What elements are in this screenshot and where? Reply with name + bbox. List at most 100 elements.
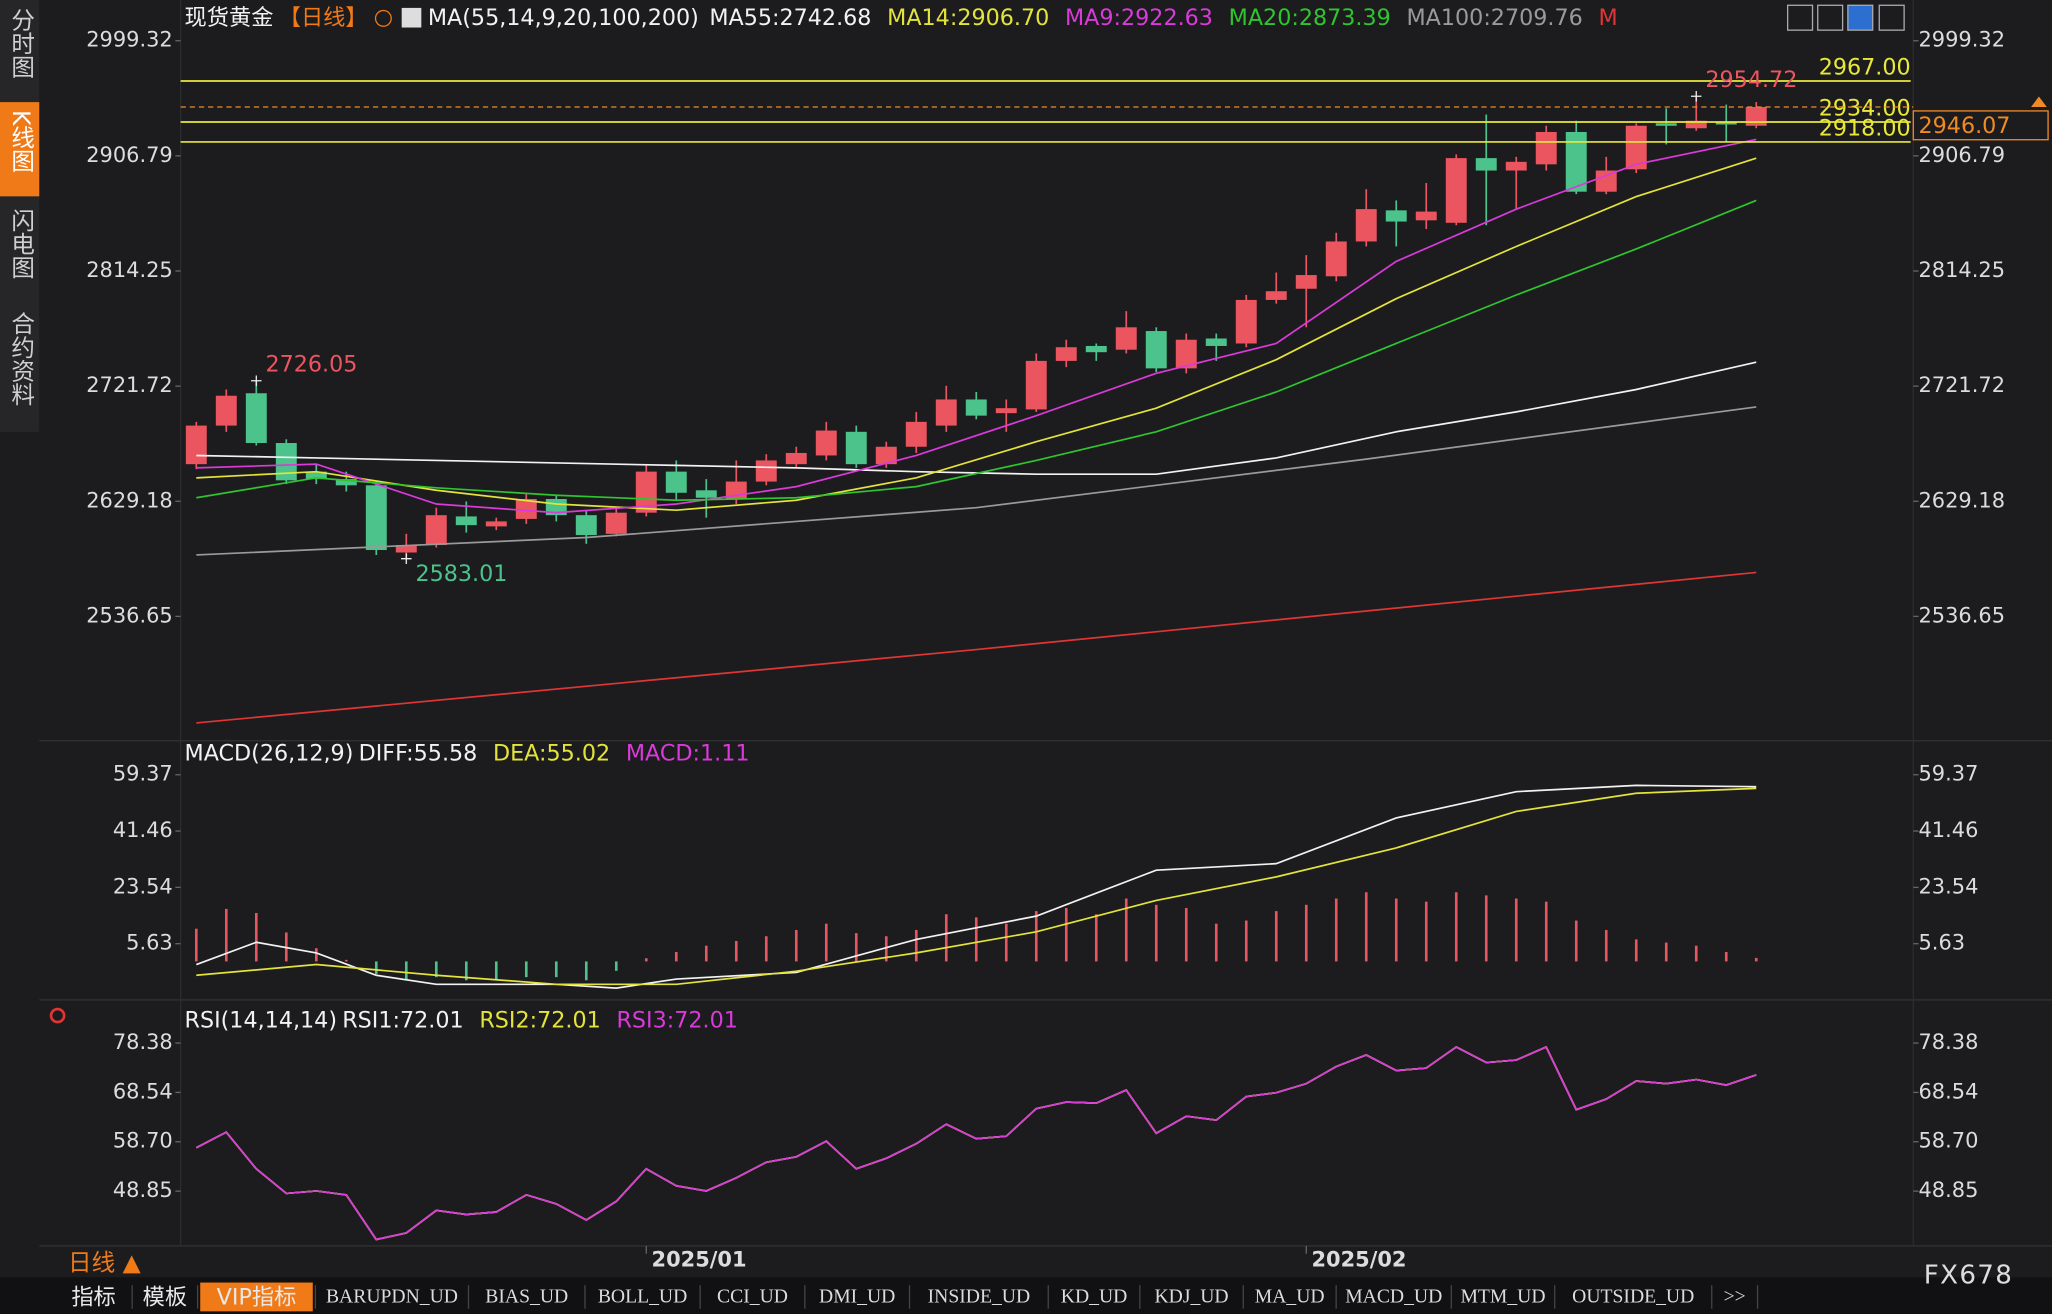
y-tick-label: 48.85	[113, 1178, 173, 1202]
watermark: FX678	[1924, 1261, 2013, 1291]
macd-bar	[764, 936, 768, 962]
series-line	[196, 138, 1757, 514]
candle-body	[935, 399, 957, 426]
y-tick-label: 23.54	[1919, 874, 1979, 898]
y-tick-label: 41.46	[1919, 818, 1979, 842]
icon[interactable]	[1786, 4, 1814, 31]
candle-body	[1595, 170, 1617, 192]
macd-bar	[1634, 939, 1638, 962]
candle-body	[1415, 211, 1437, 221]
macd-bar	[1754, 957, 1758, 962]
toolbar-button[interactable]: BIAS_UD	[485, 1287, 568, 1308]
macd-bar	[914, 929, 918, 962]
toolbar-button[interactable]: OUTSIDE_UD	[1572, 1287, 1694, 1308]
toolbar-button[interactable]: 模板	[143, 1285, 187, 1311]
period-button[interactable]: 日线 ▲	[68, 1249, 142, 1277]
toolbar-button-active[interactable]	[200, 1282, 313, 1312]
candle-body	[815, 430, 837, 456]
chart-title: RSI(14,14,14)	[185, 1007, 337, 1033]
y-tick-label: 2536.65	[1919, 603, 2006, 627]
macd-bar	[824, 923, 828, 962]
toolbar-button[interactable]: BARUPDN_UD	[326, 1287, 458, 1308]
candle-body	[215, 395, 237, 426]
candle-body	[515, 499, 537, 519]
macd-bar	[1394, 898, 1398, 962]
y-tick-label: 23.54	[113, 874, 173, 898]
toolbar-button[interactable]: MACD_UD	[1345, 1287, 1442, 1308]
legend-entry: RSI1:72.01	[342, 1007, 463, 1033]
extreme-label: 2954.72	[1705, 67, 1797, 93]
legend-entry: RSI3:72.01	[616, 1007, 737, 1033]
toolbar-button[interactable]: VIP指标	[217, 1285, 297, 1311]
macd-bar	[644, 958, 648, 962]
macd-bar	[974, 917, 978, 962]
macd-bar	[1334, 898, 1338, 962]
macd-bar	[314, 948, 318, 962]
y-tick-label: 68.54	[1919, 1079, 1979, 1103]
macd-bar	[1364, 892, 1368, 962]
toolbar-button[interactable]: INSIDE_UD	[928, 1287, 1030, 1308]
last-price-box	[1912, 110, 2049, 141]
candle-body	[425, 515, 447, 546]
toolbar-button[interactable]: KDJ_UD	[1154, 1287, 1228, 1308]
toolbar-button[interactable]: >>	[1724, 1287, 1746, 1308]
macd-bar	[614, 961, 618, 971]
candle-body	[1025, 360, 1047, 410]
icon[interactable]	[1847, 4, 1874, 31]
macd-bar	[374, 961, 378, 974]
price-line-label: 2967.00	[1819, 54, 1911, 80]
y-tick-label: 48.85	[1919, 1178, 1979, 1202]
candle-body	[185, 425, 207, 465]
price-line-label: 2918.00	[1819, 115, 1911, 141]
candle-body	[305, 471, 327, 480]
macd-bar	[344, 959, 348, 962]
chart-title: MACD(26,12,9)	[185, 740, 354, 766]
macd-bar	[1694, 945, 1698, 962]
macd-bar	[1214, 923, 1218, 962]
candle-body	[395, 545, 417, 553]
macd-bar	[584, 961, 588, 981]
candle-body	[1175, 339, 1197, 369]
candle-body	[1205, 338, 1227, 346]
sidebar-tab[interactable]: 闪电图	[7, 208, 35, 279]
candle-body	[1265, 291, 1287, 300]
candle-body	[1055, 347, 1077, 361]
macd-bar	[494, 961, 498, 981]
icon	[401, 7, 422, 28]
sidebar-tab[interactable]: 合约资料	[7, 311, 35, 406]
toolbar-button[interactable]: DMI_UD	[819, 1287, 895, 1308]
candle-body	[485, 521, 507, 527]
sidebar-tab[interactable]: 分时图	[7, 8, 35, 79]
toolbar-button[interactable]: BOLL_UD	[598, 1287, 687, 1308]
sidebar-tab-active[interactable]	[0, 102, 40, 197]
candle-body	[1115, 327, 1137, 350]
toolbar-button[interactable]: KD_UD	[1061, 1287, 1128, 1308]
macd-bar	[1064, 907, 1068, 962]
y-tick-label: 2999.32	[1919, 28, 2006, 52]
y-tick-label: 78.38	[1919, 1030, 1979, 1054]
macd-bar	[1154, 904, 1158, 962]
candle-body	[1715, 122, 1737, 125]
toolbar-button[interactable]: MTM_UD	[1460, 1287, 1545, 1308]
toolbar-button[interactable]: 指标	[71, 1285, 115, 1311]
macd-bar	[1184, 907, 1188, 962]
candle-body	[635, 471, 657, 513]
toolbar-button[interactable]: MA_UD	[1255, 1287, 1325, 1308]
icon[interactable]	[1878, 4, 1905, 31]
macd-bar	[794, 929, 798, 962]
x-tick-label: 2025/01	[652, 1247, 747, 1271]
icon[interactable]	[1817, 4, 1844, 31]
sidebar-tab[interactable]: K线图	[7, 110, 35, 173]
indicator-label: MA(55,14,9,20,100,200)	[428, 5, 699, 31]
macd-bar	[524, 961, 528, 978]
macd-bar	[884, 936, 888, 962]
toolbar-button[interactable]: CCI_UD	[717, 1287, 788, 1308]
candle-body	[845, 431, 867, 465]
series-line	[196, 787, 1757, 986]
macd-bar	[1514, 898, 1518, 962]
price-line-label: 2934.00	[1819, 95, 1911, 121]
view-icons[interactable]	[1786, 4, 1905, 31]
candle-body	[455, 516, 477, 526]
